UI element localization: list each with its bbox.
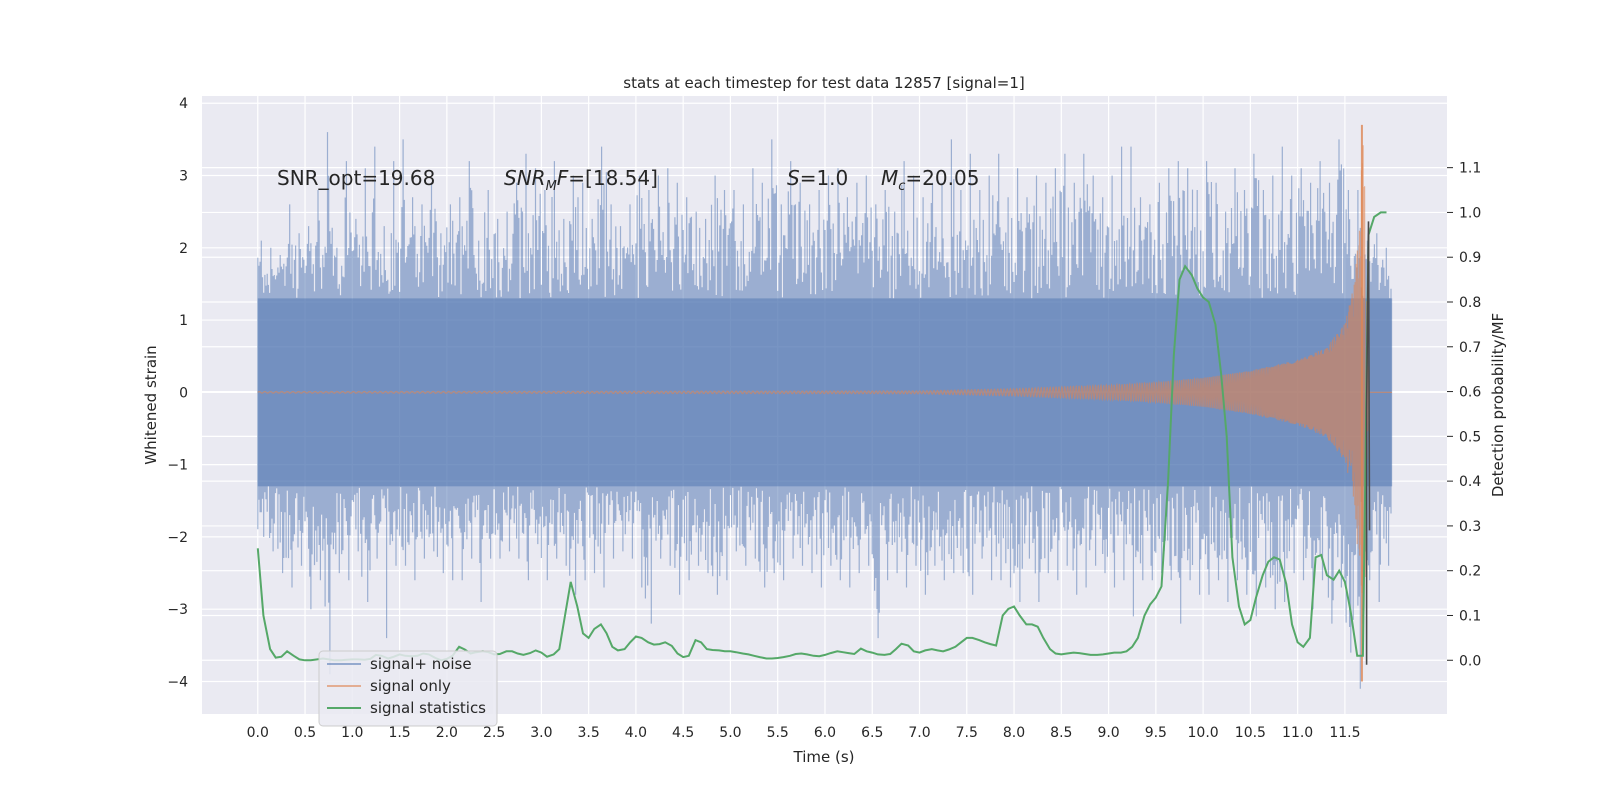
annotation-snr-opt: SNR_opt=19.68 <box>277 166 435 190</box>
right-y-tick-label: 0.8 <box>1459 295 1481 311</box>
x-tick-label: 11.5 <box>1329 725 1360 741</box>
x-axis-label: Time (s) <box>793 748 855 766</box>
x-tick-label: 6.0 <box>814 725 836 741</box>
right-y-tick-label: 0.4 <box>1459 474 1481 490</box>
x-tick-label: 0.5 <box>294 725 316 741</box>
x-tick-label: 9.5 <box>1145 725 1167 741</box>
legend: signal+ noise signal only signal statist… <box>318 650 498 727</box>
x-tick-label: 2.5 <box>483 725 505 741</box>
right-y-tick-label: 0.1 <box>1459 608 1481 624</box>
x-tick-label: 5.0 <box>719 725 741 741</box>
left-y-axis-ticks: 4 3 2 1 0 −1 −2 −3 −4 <box>167 96 188 690</box>
y-tick-label: −2 <box>167 530 188 546</box>
y-axis-label: Whitened strain <box>142 345 160 464</box>
y-tick-label: 1 <box>179 313 188 329</box>
x-tick-label: 7.0 <box>908 725 930 741</box>
chart-title: stats at each timestep for test data 128… <box>623 74 1024 92</box>
x-tick-label: 10.5 <box>1235 725 1266 741</box>
annotation-s: S=1.0 <box>787 166 848 190</box>
x-tick-label: 5.5 <box>767 725 789 741</box>
y-tick-label: −1 <box>167 458 188 474</box>
x-tick-label: 1.5 <box>388 725 410 741</box>
x-tick-label: 0.0 <box>247 725 269 741</box>
right-y-tick-label: 0.6 <box>1459 385 1481 401</box>
signal-only-series <box>257 124 1392 682</box>
legend-label-signal-only: signal only <box>370 677 451 695</box>
x-tick-label: 3.5 <box>578 725 600 741</box>
right-y-tick-label: 0.7 <box>1459 340 1481 356</box>
y-tick-label: −3 <box>167 602 188 618</box>
y-tick-label: 0 <box>179 385 188 401</box>
x-tick-label: 11.0 <box>1282 725 1313 741</box>
x-tick-label: 3.0 <box>530 725 552 741</box>
x-axis-ticks: 0.0 0.5 1.0 1.5 2.0 2.5 3.0 3.5 4.0 4.5 5.0 5.5 6.0 6… <box>247 725 1361 741</box>
y-tick-label: 4 <box>179 96 188 112</box>
right-y-tick-label: 0.3 <box>1459 519 1481 535</box>
right-y-tick-label: 1.0 <box>1459 205 1481 221</box>
x-tick-label: 6.5 <box>861 725 883 741</box>
signal-only-line <box>257 145 1392 611</box>
mf-statistic-line <box>1365 221 1371 665</box>
x-tick-label: 8.0 <box>1003 725 1025 741</box>
right-y-tick-label: 0.2 <box>1459 564 1481 580</box>
y-tick-label: 3 <box>179 169 188 185</box>
legend-label-signal-statistics: signal statistics <box>370 699 486 717</box>
right-y-axis-ticks: 1.1 1.0 0.9 0.8 0.7 0.6 0.5 0.4 0.3 0.2 0.1 0.0 <box>1447 161 1481 669</box>
y-tick-label: 2 <box>179 241 188 257</box>
annotation-snr-mf: SNRMF=[18.54] <box>504 166 658 194</box>
annotations: SNR_opt=19.68 SNRMF=[18.54] S=1.0 Mc=20.… <box>277 166 979 194</box>
right-y-tick-label: 0.0 <box>1459 653 1481 669</box>
x-tick-label: 9.0 <box>1097 725 1119 741</box>
x-tick-label: 2.0 <box>436 725 458 741</box>
right-y-tick-label: 0.5 <box>1459 429 1481 445</box>
legend-label-signal-noise: signal+ noise <box>370 655 472 673</box>
annotation-mc: Mc=20.05 <box>881 166 979 194</box>
x-tick-label: 10.0 <box>1188 725 1219 741</box>
right-y-tick-label: 0.9 <box>1459 250 1481 266</box>
x-tick-label: 8.5 <box>1050 725 1072 741</box>
right-y-axis-label: Detection probability/MF <box>1489 313 1507 497</box>
y-tick-label: −4 <box>167 674 188 690</box>
x-tick-label: 4.0 <box>625 725 647 741</box>
x-tick-label: 7.5 <box>956 725 978 741</box>
right-y-tick-label: 1.1 <box>1459 161 1481 177</box>
x-tick-label: 4.5 <box>672 725 694 741</box>
x-tick-label: 1.0 <box>341 725 363 741</box>
legend-box <box>318 650 498 727</box>
